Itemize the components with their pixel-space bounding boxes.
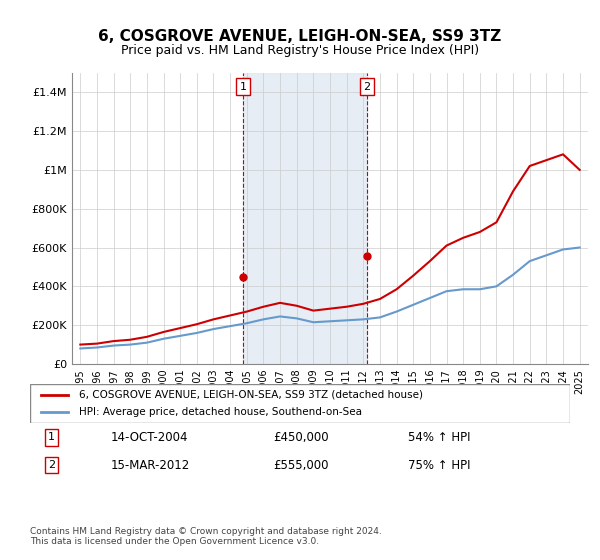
FancyBboxPatch shape — [30, 384, 570, 423]
Text: 75% ↑ HPI: 75% ↑ HPI — [408, 459, 470, 472]
Text: Price paid vs. HM Land Registry's House Price Index (HPI): Price paid vs. HM Land Registry's House … — [121, 44, 479, 57]
Text: £450,000: £450,000 — [273, 431, 329, 444]
Text: 1: 1 — [48, 432, 55, 442]
Bar — [243, 73, 367, 364]
Text: 2: 2 — [48, 460, 55, 470]
Text: 15-MAR-2012: 15-MAR-2012 — [111, 459, 190, 472]
Text: 14-OCT-2004: 14-OCT-2004 — [111, 431, 188, 444]
Text: 2: 2 — [363, 82, 370, 91]
Text: 6, COSGROVE AVENUE, LEIGH-ON-SEA, SS9 3TZ: 6, COSGROVE AVENUE, LEIGH-ON-SEA, SS9 3T… — [98, 29, 502, 44]
Text: 1: 1 — [240, 82, 247, 91]
Text: Contains HM Land Registry data © Crown copyright and database right 2024.
This d: Contains HM Land Registry data © Crown c… — [30, 526, 382, 546]
Text: 54% ↑ HPI: 54% ↑ HPI — [408, 431, 470, 444]
Text: HPI: Average price, detached house, Southend-on-Sea: HPI: Average price, detached house, Sout… — [79, 407, 362, 417]
Text: 6, COSGROVE AVENUE, LEIGH-ON-SEA, SS9 3TZ (detached house): 6, COSGROVE AVENUE, LEIGH-ON-SEA, SS9 3T… — [79, 390, 422, 400]
Text: £555,000: £555,000 — [273, 459, 329, 472]
